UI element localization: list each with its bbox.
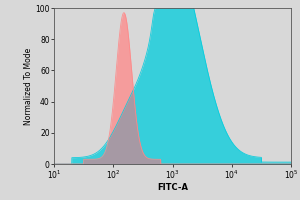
Y-axis label: Normalized To Mode: Normalized To Mode [24, 47, 33, 125]
X-axis label: FITC-A: FITC-A [157, 183, 188, 192]
